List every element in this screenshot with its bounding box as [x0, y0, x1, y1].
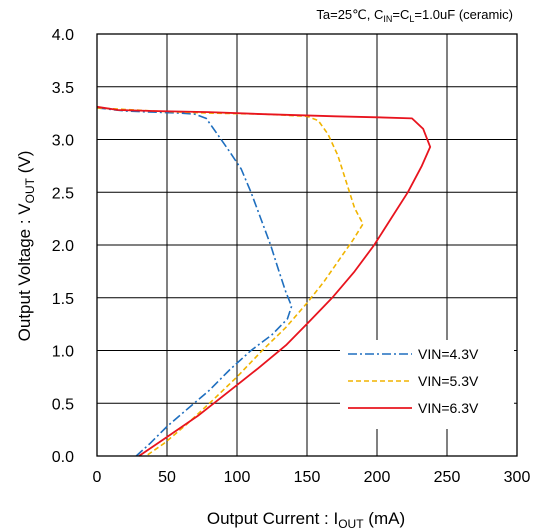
cond-suffix: =1.0uF (ceramic)	[414, 7, 513, 22]
x-tick-label: 100	[224, 469, 251, 486]
x-tick-label: 250	[434, 469, 461, 486]
y-tick-label: 1.5	[52, 291, 74, 308]
x-tick-label: 50	[158, 469, 176, 486]
legend-label-1: VIN=4.3V	[418, 346, 479, 362]
y-tick-label: 1.0	[52, 344, 74, 361]
y-tick-labels: 0.0 0.5 1.0 1.5 2.0 2.5 3.0 3.5 4.0	[52, 27, 74, 466]
x-tick-labels: 0 50 100 150 200 250 300	[93, 469, 531, 486]
x-tick-label: 0	[93, 469, 102, 486]
cond-prefix: Ta=25℃, C	[316, 7, 383, 22]
cond-in-sub: IN	[383, 14, 392, 24]
series-line-2	[96, 107, 364, 457]
y-tick-label: 0.0	[52, 449, 74, 466]
x-axis-title-sub: OUT	[338, 517, 364, 530]
y-axis-title-sub: OUT	[23, 177, 37, 203]
y-tick-label: 4.0	[52, 27, 74, 44]
cond-mid: =C	[392, 7, 409, 22]
series-line-1	[96, 107, 293, 457]
y-tick-label: 2.5	[52, 185, 74, 202]
x-tick-label: 150	[294, 469, 321, 486]
x-tick-label: 300	[504, 469, 531, 486]
plot-area-border	[96, 33, 518, 457]
series-line-3	[96, 105, 432, 457]
y-tick-label: 0.5	[52, 396, 74, 413]
test-conditions-label: Ta=25℃, CIN=CL=1.0uF (ceramic)	[316, 7, 513, 24]
y-tick-label: 3.0	[52, 133, 74, 150]
series-layer	[96, 105, 432, 457]
y-axis-title-main: Output Voltage : V	[15, 203, 34, 342]
y-axis-title-tail: (V)	[15, 151, 34, 178]
y-tick-label: 3.5	[52, 80, 74, 97]
y-tick-label: 2.0	[52, 238, 74, 255]
cond-l-sub: L	[409, 14, 414, 24]
legend: VIN=4.3V VIN=5.3V VIN=6.3V	[340, 340, 514, 429]
legend-background	[340, 340, 514, 429]
x-axis-title: Output Current : IOUT (mA)	[207, 509, 405, 530]
x-axis-title-main: Output Current : I	[207, 509, 338, 528]
x-tick-label: 200	[364, 469, 391, 486]
y-axis-title: Output Voltage : VOUT (V)	[15, 151, 37, 342]
x-axis-title-tail: (mA)	[364, 509, 406, 528]
legend-label-3: VIN=6.3V	[418, 400, 479, 416]
legend-label-2: VIN=5.3V	[418, 373, 479, 389]
